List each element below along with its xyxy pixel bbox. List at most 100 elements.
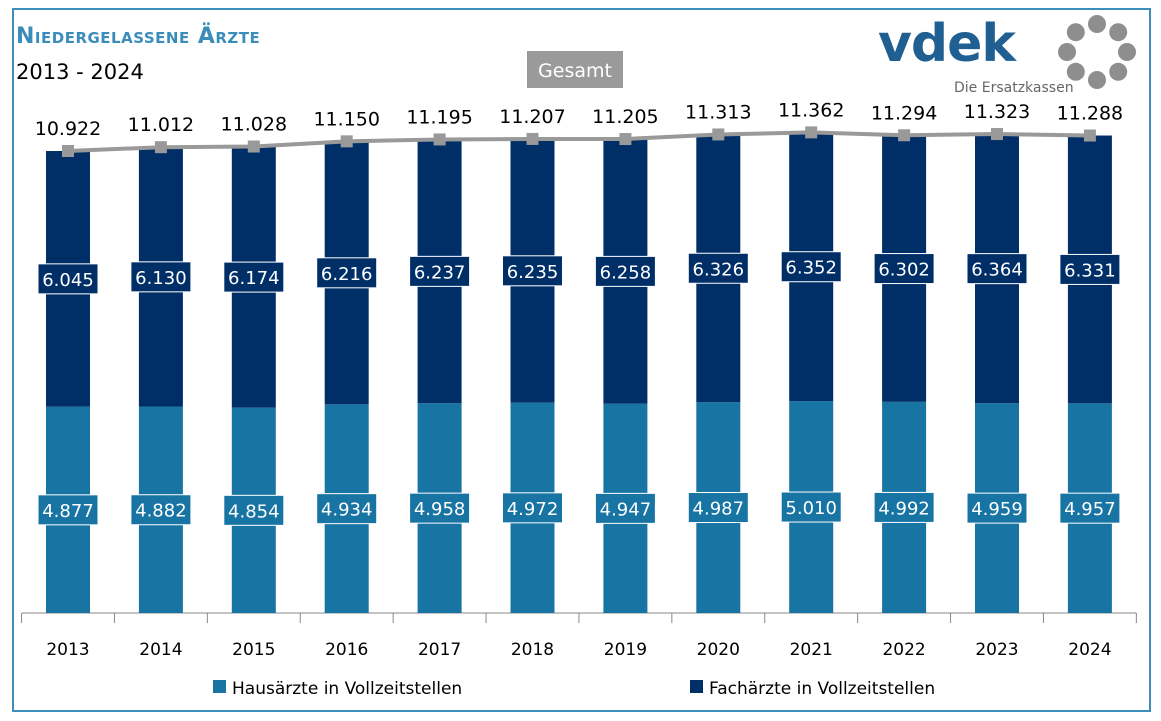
data-label-gesamt: 11.150: [313, 108, 379, 130]
data-label-gesamt: 11.294: [871, 102, 937, 124]
data-label-box: [1059, 492, 1121, 524]
data-label-box: [223, 261, 285, 293]
marker-gesamt: [340, 135, 353, 148]
data-label-fachaerzte: 6.235: [507, 262, 559, 283]
data-label-box: [316, 493, 378, 525]
data-label-fachaerzte: 6.258: [600, 262, 652, 283]
data-label-box: [502, 255, 563, 287]
logo-ring-dot: [1066, 62, 1085, 81]
chart-subtitle: 2013 - 2024: [16, 60, 144, 84]
logo-ring-dot: [1109, 23, 1128, 42]
data-label-box: [316, 257, 378, 289]
data-label-gesamt: 11.195: [406, 106, 472, 128]
data-label-box: [873, 253, 935, 285]
line-gesamt: [67, 130, 1090, 153]
marker-gesamt: [898, 129, 911, 142]
data-label-box: [37, 494, 99, 526]
marker-gesamt: [247, 140, 260, 153]
data-label-fachaerzte: 6.174: [228, 268, 280, 289]
logo-ring-dot: [1088, 71, 1106, 89]
marker-gesamt: [991, 128, 1003, 141]
legend-swatch: [690, 680, 703, 693]
x-tick-label: 2021: [790, 640, 833, 660]
data-label-hausaerzte: 4.987: [693, 499, 745, 520]
legend-swatch: [213, 680, 226, 693]
x-tick-label: 2020: [697, 640, 740, 660]
data-label-hausaerzte: 4.958: [414, 499, 466, 520]
chart-frame: [12, 8, 1151, 712]
chart-title: Niedergelassene Ärzte: [16, 24, 261, 49]
data-label-box: [130, 494, 192, 526]
data-label-box: [687, 252, 749, 284]
data-label-fachaerzte: 6.045: [42, 270, 94, 291]
marker-gesamt: [805, 126, 818, 139]
marker-gesamt: [526, 132, 539, 145]
data-label-fachaerzte: 6.352: [785, 258, 837, 279]
marker-gesamt: [619, 133, 632, 146]
data-label-hausaerzte: 5.010: [785, 498, 837, 519]
data-label-hausaerzte: 4.957: [1064, 499, 1116, 520]
vdek-logo: vdek: [878, 14, 1016, 74]
legend-label: Fachärzte in Vollzeitstellen: [709, 679, 935, 699]
data-label-box: [594, 492, 656, 524]
data-label-gesamt: 11.205: [592, 106, 658, 128]
x-tick-label: 2019: [604, 640, 647, 660]
data-label-gesamt: 11.207: [499, 106, 565, 128]
data-label-box: [780, 491, 842, 523]
data-label-fachaerzte: 6.302: [878, 260, 930, 281]
data-label-box: [223, 494, 285, 526]
data-label-fachaerzte: 6.216: [321, 264, 373, 285]
vdek-logo-ring-icon: [1058, 15, 1136, 89]
data-label-box: [966, 492, 1028, 524]
data-label-hausaerzte: 4.959: [971, 499, 1023, 520]
marker-gesamt: [1083, 129, 1096, 142]
data-label-gesamt: 11.012: [128, 114, 194, 136]
x-tick-label: 2024: [1068, 640, 1111, 660]
x-tick-label: 2015: [232, 640, 275, 660]
data-label-box: [502, 492, 563, 524]
logo-ring-dot: [1109, 62, 1128, 81]
x-tick-label: 2013: [46, 640, 89, 660]
logo-ring-dot: [1058, 43, 1076, 61]
data-label-box: [409, 492, 471, 524]
data-label-box: [780, 251, 842, 283]
data-label-gesamt: 11.323: [964, 101, 1030, 123]
logo-ring-dot: [1088, 15, 1106, 33]
data-label-box: [409, 255, 471, 287]
legend-gesamt-label: Gesamt: [538, 60, 612, 82]
data-label-hausaerzte: 4.854: [228, 501, 280, 522]
data-label-hausaerzte: 4.992: [878, 498, 930, 519]
data-label-fachaerzte: 6.326: [693, 259, 745, 280]
legend-label: Hausärzte in Vollzeitstellen: [232, 679, 462, 699]
data-label-hausaerzte: 4.877: [42, 501, 94, 522]
logo-ring-dot: [1118, 43, 1136, 61]
vdek-logo-tagline: Die Ersatzkassen: [954, 80, 1074, 96]
x-tick-label: 2016: [325, 640, 368, 660]
data-label-hausaerzte: 4.947: [600, 499, 652, 520]
data-label-box: [687, 492, 749, 524]
marker-gesamt: [712, 128, 725, 141]
data-label-box: [1059, 253, 1121, 285]
data-label-gesamt: 11.288: [1057, 103, 1123, 125]
data-label-fachaerzte: 6.364: [971, 260, 1023, 281]
data-label-box: [594, 255, 656, 287]
data-label-hausaerzte: 4.934: [321, 500, 373, 521]
data-label-fachaerzte: 6.331: [1064, 260, 1116, 281]
data-label-fachaerzte: 6.237: [414, 262, 466, 283]
x-tick-label: 2018: [511, 640, 554, 660]
data-label-box: [966, 253, 1028, 285]
data-label-hausaerzte: 4.882: [135, 501, 187, 522]
data-label-fachaerzte: 6.130: [135, 268, 187, 289]
x-tick-label: 2017: [418, 640, 461, 660]
data-label-box: [37, 263, 99, 295]
data-label-gesamt: 11.313: [685, 101, 751, 123]
data-label-box: [130, 261, 192, 293]
marker-gesamt: [433, 133, 446, 146]
data-label-hausaerzte: 4.972: [507, 499, 559, 520]
marker-gesamt: [62, 144, 74, 157]
data-label-box: [873, 491, 935, 523]
data-label-gesamt: 11.028: [221, 114, 287, 136]
x-tick-label: 2022: [882, 640, 925, 660]
logo-ring-dot: [1066, 23, 1085, 42]
